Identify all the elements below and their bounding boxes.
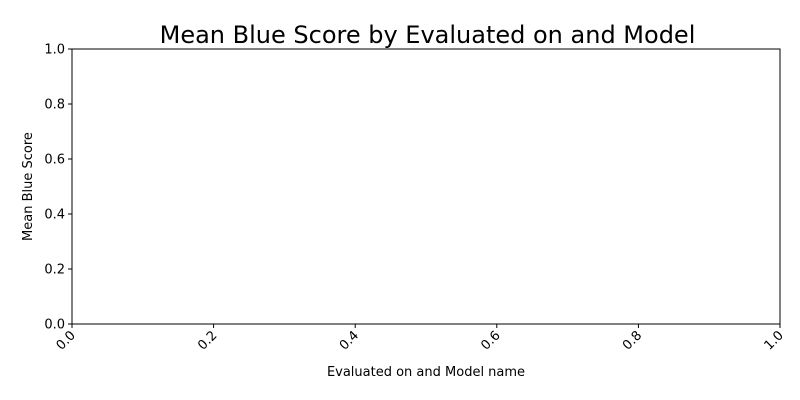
x-tick-label: 0.4	[337, 328, 362, 353]
x-tick-label: 0.8	[620, 328, 645, 353]
x-tick-label: 1.0	[762, 328, 787, 353]
chart-title: Mean Blue Score by Evaluated on and Mode…	[160, 21, 696, 49]
y-axis-label: Mean Blue Score	[21, 132, 36, 241]
y-tick-label: 0.8	[44, 98, 65, 113]
plot-area	[71, 48, 781, 325]
y-tick-label: 0.2	[44, 263, 65, 278]
y-tick-label: 1.0	[44, 43, 65, 58]
y-tick-label: 0.4	[44, 208, 65, 223]
y-tick-label: 0.6	[44, 153, 65, 168]
x-tick-label: 0.2	[195, 328, 220, 353]
x-tick-label: 0.6	[478, 328, 503, 353]
y-tick-label: 0.0	[44, 318, 65, 333]
x-axis-ticks: 0.0 0.2 0.4 0.6 0.8 1.0	[54, 324, 787, 353]
x-axis-label: Evaluated on and Model name	[327, 365, 525, 380]
y-axis-ticks: 0.0 0.2 0.4 0.6 0.8 1.0	[44, 43, 72, 333]
